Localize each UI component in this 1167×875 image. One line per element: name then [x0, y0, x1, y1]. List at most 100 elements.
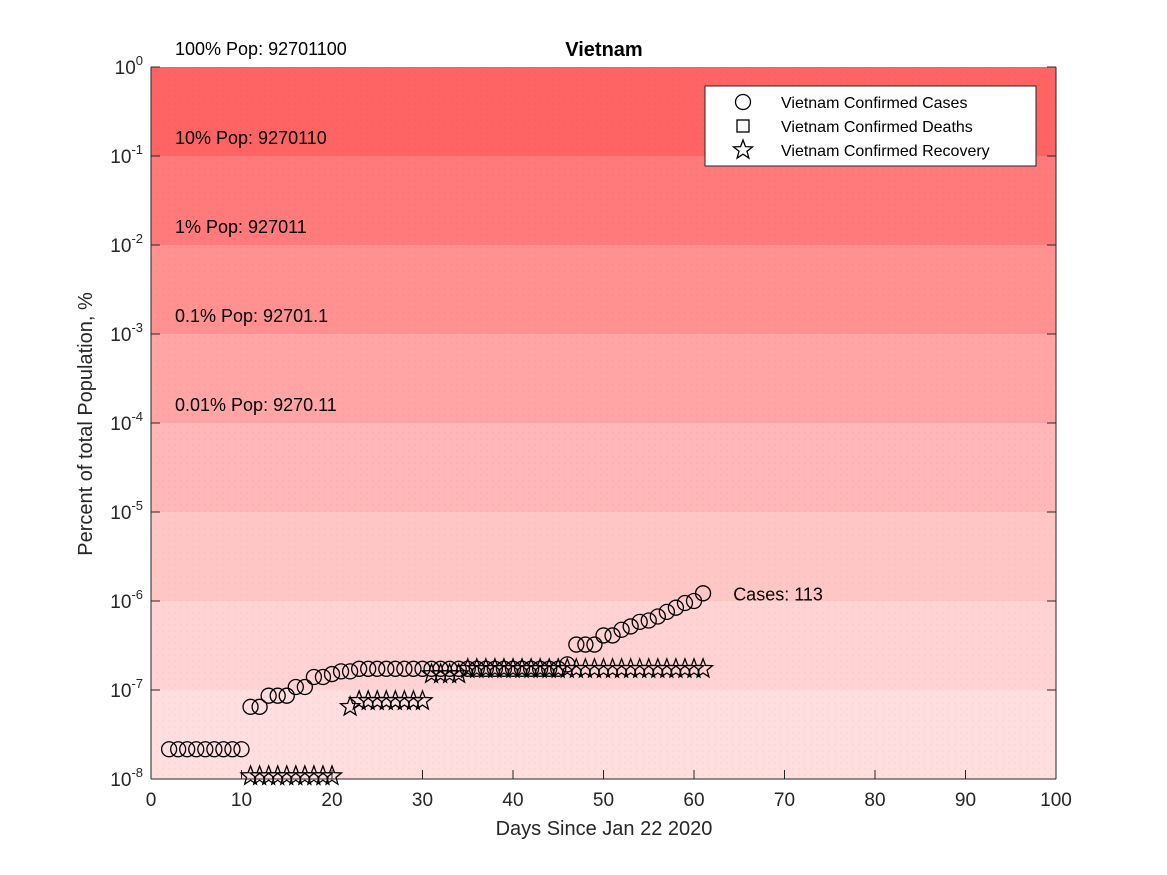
star-point [338, 694, 362, 717]
circle-point [287, 678, 304, 696]
circle-point [269, 687, 286, 704]
circle-point [550, 660, 567, 677]
circle-point [396, 660, 413, 677]
axes: 0 10 20 30 40 50 60 70 80 90 100 100 10-1 10-2 10-3 10-… [110, 53, 1072, 811]
circle-point [332, 663, 350, 680]
circle-point [251, 698, 268, 715]
circle-point [387, 660, 404, 677]
band-labels: 100% Pop: 92701100 10% Pop: 9270110 1% Pop… [175, 39, 347, 415]
y-tick-label-0: 100 [115, 53, 143, 79]
circle-point [305, 668, 323, 686]
band-label-3: 0.1% Pop: 92701.1 [175, 306, 328, 326]
x-tick-label-8: 80 [864, 790, 885, 811]
circle-point [378, 660, 395, 677]
star-point [411, 689, 434, 711]
legend-entry-1: Vietnam Confirmed Deaths [781, 119, 973, 136]
legend-box [704, 85, 1037, 167]
y-tick-label-1: 10-1 [110, 142, 143, 168]
legend-star-icon [731, 138, 755, 160]
circle-point [188, 741, 205, 758]
y-tick-label-2: 10-2 [110, 231, 143, 257]
band-label-4: 0.01% Pop: 9270.11 [175, 395, 337, 415]
circle-point [640, 612, 657, 629]
circle-point [341, 663, 359, 680]
circle-point [296, 678, 314, 696]
annotations: Cases: 113 [733, 584, 823, 604]
y-axis-label: Percent of total Population, % [75, 292, 97, 556]
x-tick-label-6: 60 [683, 790, 704, 811]
y-tick-label-4: 10-4 [110, 409, 143, 435]
data-series [160, 585, 715, 786]
band-label-2: 1% Pop: 927011 [175, 217, 307, 237]
y-tick-label-6: 10-6 [110, 587, 143, 613]
circle-point [314, 668, 332, 686]
circle-point [532, 660, 549, 677]
circle-point [224, 741, 241, 758]
chart-title: Vietnam [565, 39, 642, 61]
circle-point [468, 660, 485, 677]
x-tick-label-10: 100 [1040, 790, 1072, 811]
circle-point [513, 660, 531, 677]
circle-point [486, 660, 504, 677]
x-axis-label: Days Since Jan 22 2020 [496, 818, 713, 840]
x-tick-label-2: 20 [321, 790, 342, 811]
x-tick-label-0: 0 [146, 790, 157, 811]
circle-point [694, 585, 712, 602]
x-tick-label-1: 10 [231, 790, 252, 811]
circle-point [586, 636, 603, 653]
band-label-1: 10% Pop: 9270110 [175, 128, 327, 148]
circle-point [577, 636, 594, 653]
circle-point [260, 687, 277, 704]
legend-entry-0: Vietnam Confirmed Cases [781, 95, 967, 112]
band-label-0: 100% Pop: 92701100 [175, 39, 347, 59]
circle-point [541, 660, 558, 677]
circle-point [350, 660, 368, 677]
x-tick-label-4: 40 [502, 790, 523, 811]
x-tick-label-3: 30 [412, 790, 433, 811]
x-tick-label-9: 90 [955, 790, 976, 811]
circle-point [604, 627, 621, 644]
dot-texture [151, 67, 1056, 779]
circle-point [160, 741, 178, 758]
circle-point [667, 599, 685, 616]
circle-point [197, 741, 214, 758]
circle-point [658, 603, 675, 621]
circle-point [477, 660, 495, 677]
star-point [691, 656, 715, 679]
circle-point [179, 741, 196, 758]
circle-point [622, 618, 639, 635]
legend-entry-2: Vietnam Confirmed Recovery [781, 143, 990, 160]
circle-point [613, 621, 630, 638]
legend-square-icon [736, 119, 750, 133]
circle-point [649, 608, 666, 625]
circle-point [323, 665, 341, 683]
circle-point [504, 660, 522, 677]
circle-point [522, 660, 540, 677]
star-point [447, 662, 470, 684]
star-point [320, 764, 344, 786]
circle-point [215, 741, 232, 758]
circle-point [495, 660, 513, 677]
circle-point [568, 636, 585, 653]
circle-point [405, 660, 422, 677]
circle-point [676, 594, 694, 612]
legend[interactable]: Vietnam Confirmed Cases Vietnam Confirmed… [704, 85, 1037, 167]
y-tick-label-8: 10-8 [110, 765, 143, 791]
circle-point [206, 741, 223, 758]
legend-circle-icon [734, 93, 752, 111]
y-tick-label-3: 10-3 [110, 320, 143, 346]
circle-point [242, 698, 259, 715]
x-tick-label-5: 50 [593, 790, 614, 811]
circle-point [369, 660, 386, 677]
circle-point [169, 741, 187, 758]
circle-point [631, 613, 648, 631]
annotation-0: Cases: 113 [733, 584, 823, 604]
circle-point [233, 741, 250, 758]
circle-point [360, 660, 377, 677]
x-tick-label-7: 70 [774, 790, 795, 811]
circle-point [278, 687, 295, 704]
y-tick-label-7: 10-7 [110, 676, 143, 702]
circle-point [595, 627, 612, 644]
series-star [239, 656, 715, 786]
